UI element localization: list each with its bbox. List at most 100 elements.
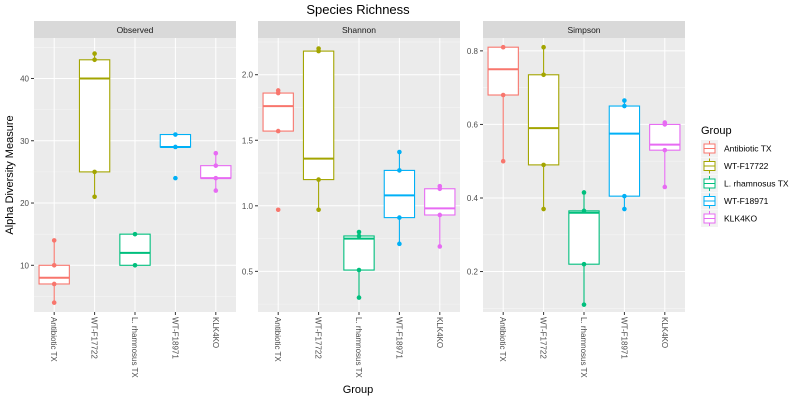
legend-label: L. rhamnosus TX	[724, 179, 789, 189]
data-point	[581, 190, 587, 195]
data-point	[541, 206, 546, 212]
data-point	[213, 150, 219, 156]
legend-entry-l-rhamnosus-tx: L. rhamnosus TX	[701, 175, 789, 192]
data-point	[51, 300, 57, 305]
x-axis-title: Group	[343, 384, 374, 396]
data-point	[356, 233, 362, 239]
data-point	[500, 92, 506, 98]
x-tick-label: WT-F18971	[619, 317, 628, 359]
data-point	[213, 188, 219, 193]
legend-label: WT-F17722	[724, 161, 769, 171]
boxplot-shannon-wt-f18971	[383, 149, 416, 247]
facet-label-observed: Observed	[117, 25, 154, 35]
data-point	[132, 262, 138, 268]
data-point	[213, 175, 219, 181]
box-iqr	[343, 235, 375, 271]
box-iqr	[302, 50, 335, 181]
facet-strip-simpson	[483, 21, 685, 38]
data-point	[92, 194, 97, 200]
y-tick-label: 0.2	[467, 268, 479, 277]
box-iqr	[527, 74, 560, 166]
x-tick-label: WT-F17722	[539, 317, 548, 359]
box-iqr	[262, 92, 294, 132]
y-tick-label: 40	[20, 74, 29, 83]
box-iqr	[608, 105, 641, 197]
data-point	[581, 261, 587, 267]
y-axis-title: Alpha Diversity Measure	[4, 115, 16, 234]
data-point	[213, 163, 219, 168]
x-tick-label: L. rhamnosus TX	[130, 317, 139, 378]
x-tick-label: L. rhamnosus TX	[579, 317, 588, 378]
y-tick-label: 0.5	[242, 267, 254, 276]
x-tick-label: KLK4KO	[435, 317, 444, 348]
facet-observed: Observed 10 20 30 40 Antibiotic TX WT-F17722 L.…	[20, 21, 236, 378]
data-point	[275, 88, 281, 93]
boxplot-simpson-wt-f18971	[608, 98, 641, 212]
data-point	[541, 72, 546, 78]
data-point	[437, 212, 443, 218]
boxplot-shannon-klk4ko	[424, 183, 456, 249]
data-point	[662, 120, 668, 125]
box-iqr	[38, 264, 70, 285]
box-iqr	[78, 59, 111, 173]
data-point	[397, 168, 402, 173]
x-tick-label: WT-F17722	[314, 317, 323, 359]
y-tick-label: 0.6	[467, 120, 479, 129]
facet-label-simpson: Simpson	[567, 25, 600, 35]
data-point	[662, 147, 668, 153]
data-point	[275, 207, 281, 213]
chart-title: Species Richness	[306, 2, 410, 17]
data-point	[275, 128, 281, 134]
data-point	[397, 215, 402, 220]
facet-panels: Observed 10 20 30 40 Antibiotic TX WT-F17722 L.…	[20, 21, 685, 378]
y-tick-label: 20	[20, 199, 29, 208]
box-iqr	[119, 233, 151, 266]
legend-entry-antibiotic-tx: Antibiotic TX	[701, 140, 772, 157]
data-point	[541, 44, 546, 50]
y-tick-label: 30	[20, 137, 29, 146]
data-point	[173, 132, 178, 137]
boxplot-observed-wt-f18971	[159, 132, 192, 181]
x-tick-label: KLK4KO	[211, 317, 220, 348]
legend: Group Antibiotic TX WT-F17722 L. rhamnosus…	[701, 125, 789, 227]
data-point	[541, 162, 546, 168]
data-point	[316, 177, 321, 182]
x-tick-label: Antibiotic TX	[273, 317, 282, 362]
data-point	[51, 262, 57, 268]
boxplot-simpson-l-rhamnosus-tx	[568, 190, 600, 307]
legend-title: Group	[701, 125, 732, 137]
data-point	[316, 46, 321, 51]
data-point	[173, 175, 178, 181]
y-tick-label: 0.4	[467, 194, 479, 203]
data-point	[92, 57, 97, 63]
legend-entry-klk4ko: KLK4KO	[701, 210, 757, 227]
boxplot-simpson-klk4ko	[649, 120, 681, 190]
boxplot-shannon-wt-f17722	[302, 46, 335, 213]
data-point	[92, 169, 97, 175]
legend-label: Antibiotic TX	[724, 144, 772, 154]
y-tick-label: 10	[20, 261, 29, 270]
y-tick-label: 2.0	[242, 71, 254, 80]
box-iqr	[383, 169, 416, 219]
data-point	[581, 302, 587, 307]
data-point	[500, 158, 506, 164]
box-iqr	[649, 123, 681, 151]
data-point	[437, 183, 443, 189]
legend-label: WT-F18971	[724, 196, 769, 206]
x-tick-label: Antibiotic TX	[498, 317, 507, 362]
facet-label-shannon: Shannon	[342, 25, 376, 35]
y-tick-label: 1.0	[242, 202, 254, 211]
box-iqr	[487, 46, 519, 96]
x-tick-label: Antibiotic TX	[49, 317, 58, 362]
legend-entry-wt-f17722: WT-F17722	[701, 157, 769, 175]
data-point	[662, 184, 668, 190]
data-point	[356, 267, 362, 273]
boxplot-simpson-wt-f17722	[527, 44, 560, 212]
data-point	[356, 229, 362, 235]
y-tick-label: 0.8	[467, 47, 479, 56]
box-iqr	[424, 188, 456, 216]
data-point	[92, 51, 97, 56]
boxplot-observed-antibiotic-tx	[38, 238, 70, 305]
data-point	[316, 207, 321, 213]
